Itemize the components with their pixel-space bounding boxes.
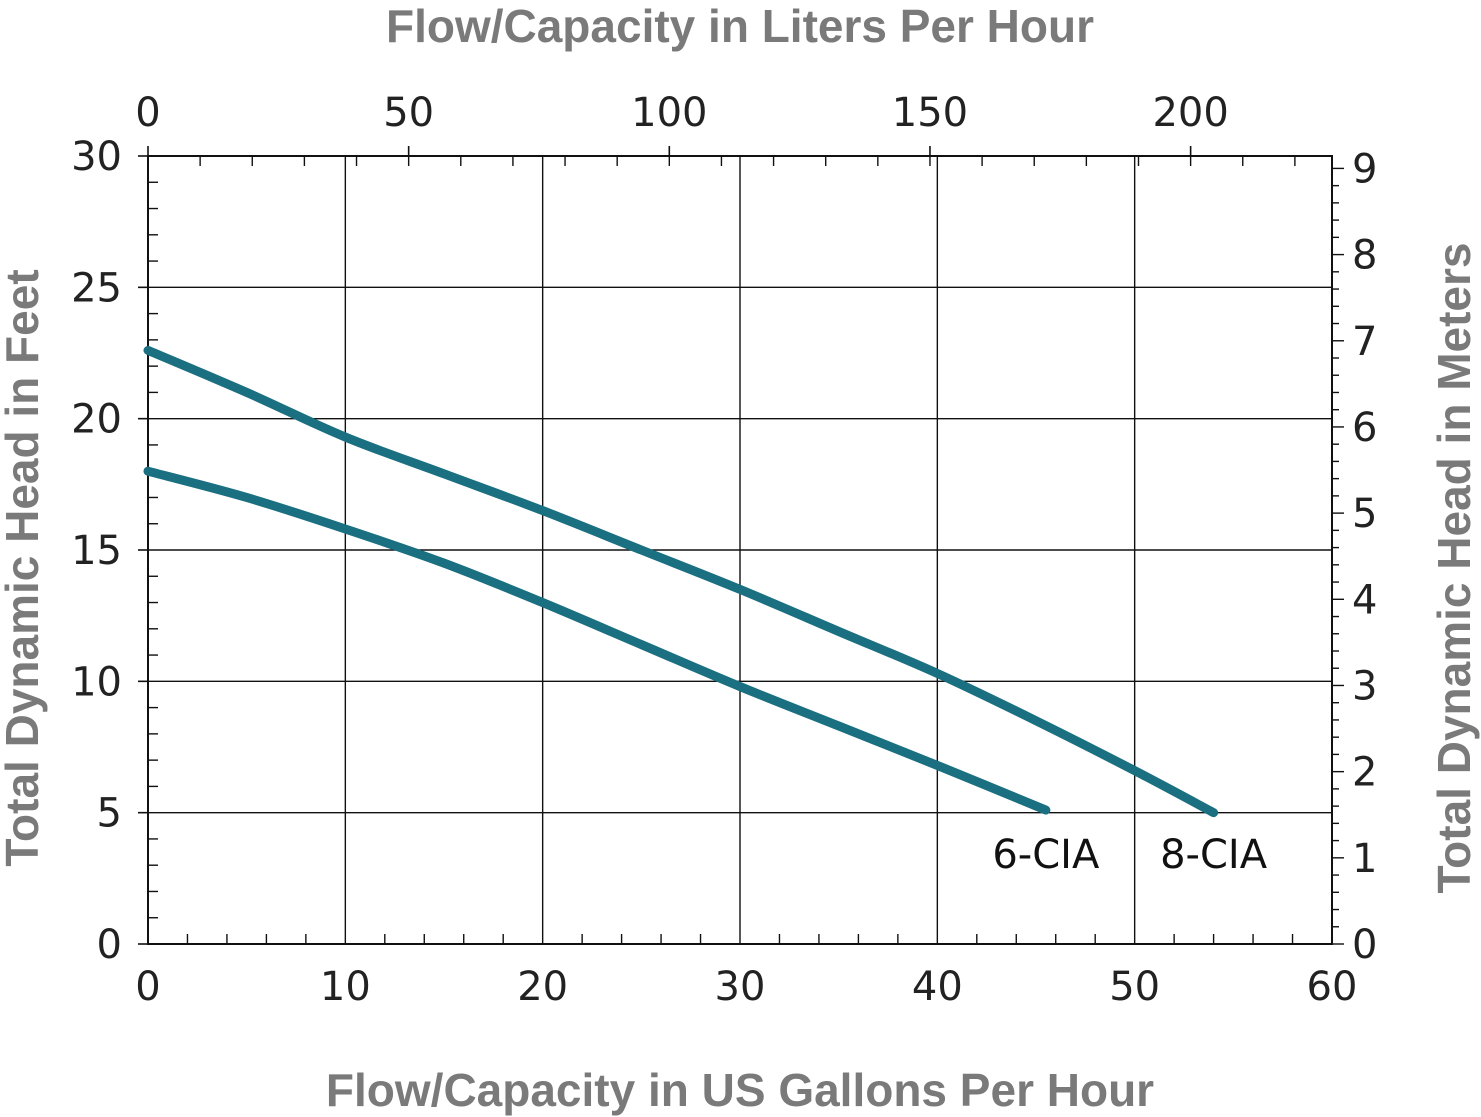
y2-tick-label: 7 — [1352, 319, 1377, 365]
x-tick-label: 30 — [715, 964, 766, 1010]
y2-tick-label: 3 — [1352, 663, 1377, 709]
grid-lines — [148, 156, 1332, 944]
series-label-8-cia: 8-CIA — [1160, 832, 1268, 878]
y2-tick-label: 6 — [1352, 405, 1377, 451]
y2-tick-label: 4 — [1352, 577, 1377, 623]
x-tick-label: 0 — [135, 964, 160, 1010]
left-axis-title: Total Dynamic Head in Feet — [0, 269, 48, 866]
y-tick-label: 20 — [71, 397, 122, 443]
x2-tick-label: 50 — [383, 90, 434, 136]
y-tick-label: 0 — [97, 922, 122, 968]
y2-tick-label: 2 — [1352, 750, 1377, 796]
y-tick-label: 10 — [71, 659, 122, 705]
y2-tick-label: 8 — [1352, 233, 1377, 279]
y2-tick-label: 5 — [1352, 491, 1377, 537]
y-tick-label: 5 — [97, 791, 122, 837]
x2-tick-label: 100 — [631, 90, 707, 136]
x2-tick-label: 150 — [892, 90, 968, 136]
x2-tick-label: 0 — [135, 90, 160, 136]
x-tick-label: 10 — [320, 964, 371, 1010]
series-line-6-cia — [143, 466, 1051, 815]
y-tick-label: 15 — [71, 528, 122, 574]
data-series — [143, 345, 1219, 818]
x2-tick-label: 200 — [1152, 90, 1228, 136]
plot-frame — [147, 155, 1333, 945]
series-line-8-cia — [143, 345, 1219, 818]
right-axis-title: Total Dynamic Head in Meters — [1428, 243, 1480, 894]
y2-tick-label: 1 — [1352, 836, 1377, 882]
y2-tick-label: 9 — [1352, 146, 1377, 192]
y-tick-label: 30 — [71, 134, 122, 180]
axis-ticks — [138, 146, 1344, 945]
x-tick-label: 50 — [1109, 964, 1160, 1010]
x-tick-label: 60 — [1307, 964, 1358, 1010]
y-tick-label: 25 — [71, 265, 122, 311]
series-label-6-cia: 6-CIA — [992, 832, 1100, 878]
x-tick-label: 20 — [517, 964, 568, 1010]
bottom-axis-title: Flow/Capacity in US Gallons Per Hour — [326, 1064, 1154, 1116]
y2-tick-label: 0 — [1352, 922, 1377, 968]
x-tick-label: 40 — [912, 964, 963, 1010]
top-axis-title: Flow/Capacity in Liters Per Hour — [386, 0, 1094, 52]
